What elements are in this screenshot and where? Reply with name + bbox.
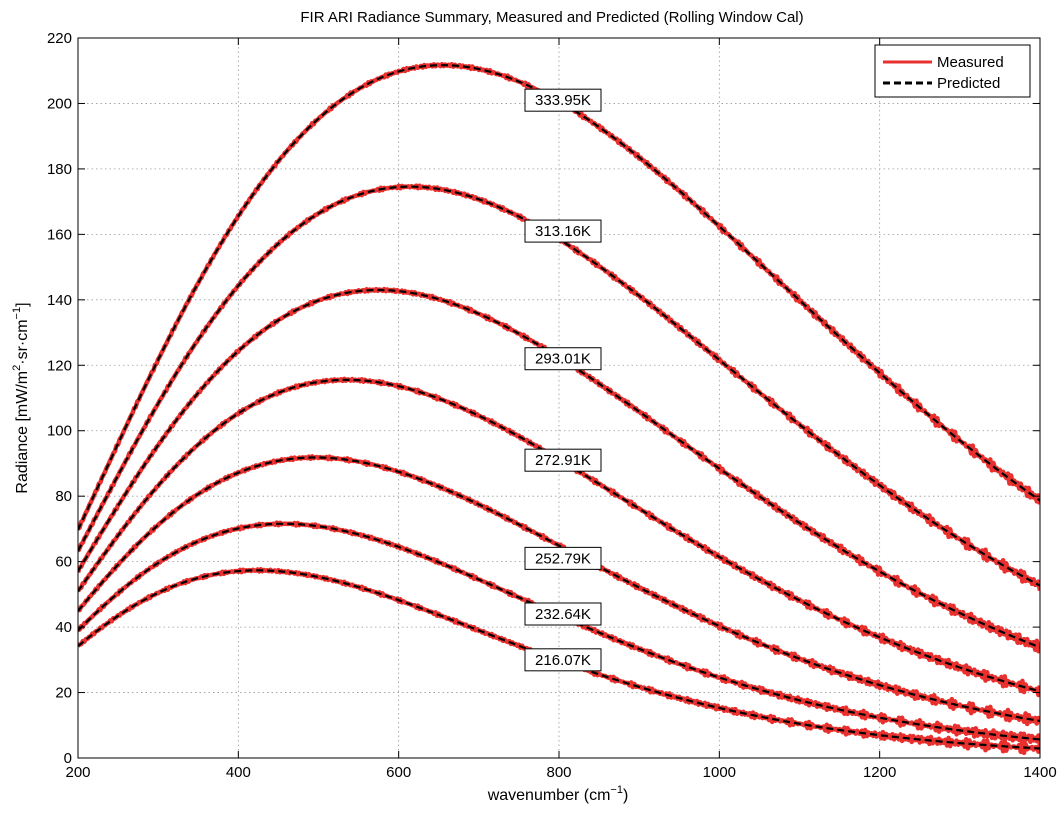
x-tick-label: 400: [226, 764, 251, 781]
temperature-label: 313.16K: [535, 223, 591, 240]
y-tick-label: 200: [47, 95, 72, 112]
legend-predicted-label: Predicted: [937, 75, 1000, 92]
y-tick-label: 120: [47, 357, 72, 374]
x-tick-label: 600: [386, 764, 411, 781]
y-tick-label: 40: [55, 619, 72, 636]
temperature-labels: 333.95K 313.16K 293.01K 272.91K 252.79K 232.6…: [524, 88, 602, 672]
x-tick-label: 1200: [863, 764, 896, 781]
y-tick-label: 220: [47, 30, 72, 47]
temperature-label-box: [524, 648, 602, 672]
temperature-label: 216.07K: [535, 652, 591, 669]
temperature-label-box: [524, 546, 602, 570]
temperature-label: 232.64K: [535, 606, 591, 623]
temperature-label: 252.79K: [535, 550, 591, 567]
y-tick-label: 180: [47, 161, 72, 178]
x-tick-label: 1400: [1023, 764, 1056, 781]
legend: Measured Predicted: [874, 44, 1031, 98]
ticks-group: 200 400 600 800 1000 1200 1400 0 20 40 60 80 100 120 1…: [47, 30, 1057, 781]
temperature-label: 333.95K: [535, 92, 591, 109]
chart-title: FIR ARI Radiance Summary, Measured and P…: [300, 9, 803, 26]
y-tick-label: 60: [55, 554, 72, 571]
x-axis-label: wavenumber (cm−1): [487, 784, 629, 804]
temperature-label-box: [524, 602, 602, 626]
y-tick-label: 100: [47, 423, 72, 440]
temperature-label: 272.91K: [535, 452, 591, 469]
temperature-label: 293.01K: [535, 351, 591, 368]
temperature-label-box: [524, 88, 602, 112]
predicted-line: [78, 456, 1040, 722]
x-tick-label: 1000: [703, 764, 736, 781]
legend-measured-label: Measured: [937, 54, 1004, 71]
x-tick-label: 800: [546, 764, 571, 781]
temperature-label-box: [524, 219, 602, 243]
predicted-line: [78, 569, 1040, 750]
x-tick-label: 200: [65, 764, 90, 781]
y-axis-label: Radiance [mW/m2·sr·cm−1]: [11, 302, 31, 493]
legend-box: [874, 44, 1031, 98]
y-tick-label: 160: [47, 226, 72, 243]
y-tick-label: 80: [55, 488, 72, 505]
y-tick-label: 0: [64, 750, 72, 767]
temperature-label-box: [524, 347, 602, 371]
temperature-label-box: [524, 448, 602, 472]
y-tick-label: 20: [55, 685, 72, 702]
y-tick-label: 140: [47, 292, 72, 309]
